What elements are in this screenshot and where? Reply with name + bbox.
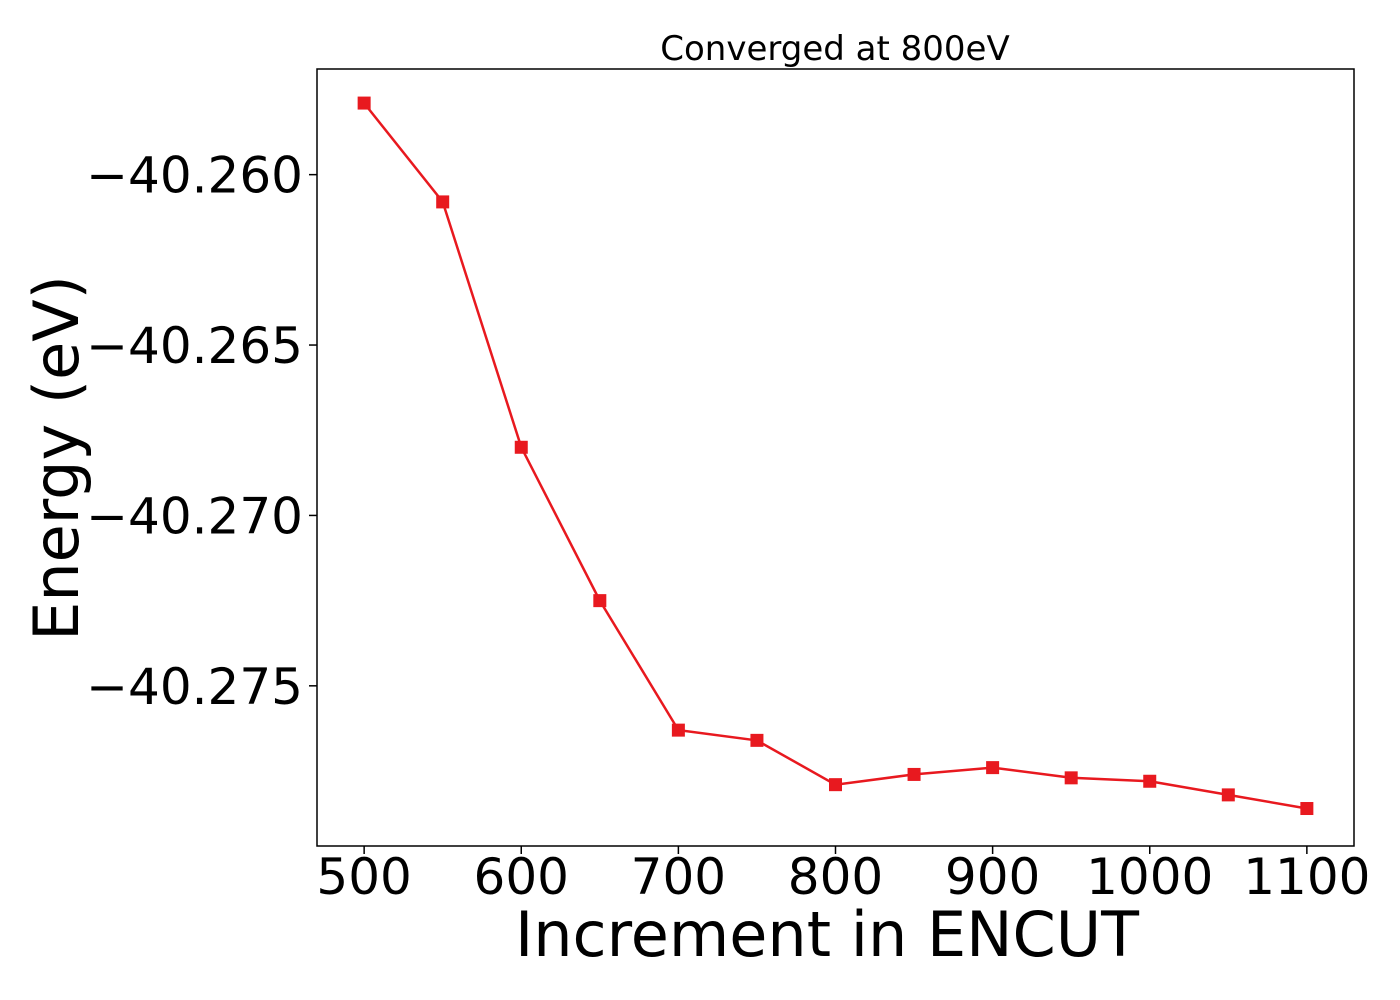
data-point bbox=[829, 778, 842, 792]
data-point bbox=[750, 733, 764, 747]
y-tick-label: −40.260 bbox=[86, 147, 303, 205]
data-point bbox=[986, 761, 1000, 775]
x-tick-label: 1000 bbox=[1086, 848, 1213, 906]
y-axis: −40.260 −40.265 −40.270 −40.275 bbox=[86, 147, 317, 716]
x-axis-label: Increment in ENCUT bbox=[515, 898, 1140, 971]
y-axis-label: Energy (eV) bbox=[20, 275, 93, 641]
y-tick-label: −40.265 bbox=[86, 317, 303, 375]
y-tick-label: −40.270 bbox=[86, 487, 303, 545]
data-point bbox=[1064, 771, 1078, 785]
data-point bbox=[1300, 802, 1314, 816]
x-tick-label: 700 bbox=[631, 848, 726, 906]
x-tick-label: 600 bbox=[474, 848, 569, 906]
data-point bbox=[436, 195, 450, 209]
chart-title: Converged at 800eV bbox=[660, 29, 1009, 69]
data-point bbox=[907, 767, 921, 781]
data-point bbox=[671, 723, 685, 737]
energy-series-markers bbox=[357, 96, 1314, 816]
data-point bbox=[1221, 788, 1235, 802]
plot-area bbox=[316, 68, 1355, 847]
y-tick-label: −40.275 bbox=[86, 658, 303, 716]
data-point bbox=[357, 96, 371, 110]
data-point bbox=[1143, 774, 1157, 788]
x-tick-label: 900 bbox=[945, 848, 1040, 906]
x-axis: 500 600 700 800 900 1000 1100 bbox=[316, 846, 1370, 906]
x-tick-label: 1100 bbox=[1243, 848, 1370, 906]
data-point bbox=[514, 440, 528, 454]
x-tick-label: 800 bbox=[788, 848, 883, 906]
data-point bbox=[593, 594, 607, 608]
energy-series-line bbox=[363, 102, 1308, 810]
x-tick-label: 500 bbox=[316, 848, 411, 906]
